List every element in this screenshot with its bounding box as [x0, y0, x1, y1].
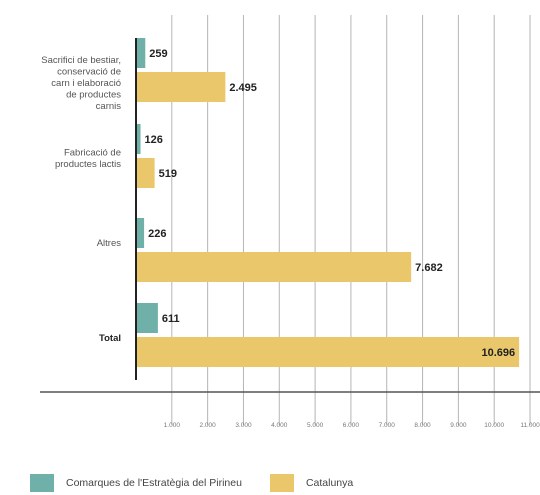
bar: [136, 252, 412, 282]
bar: [136, 124, 141, 154]
category-label: Altres: [97, 238, 122, 249]
legend-swatch-pirineu: [30, 474, 54, 492]
data-label: 519: [159, 168, 177, 180]
legend-item-catalunya: Catalunya: [269, 474, 354, 492]
data-label: 126: [145, 134, 163, 146]
x-tick-label: 6.000: [343, 422, 360, 429]
legend-swatch-catalunya: [269, 474, 294, 492]
x-tick-label: 1.000: [164, 422, 181, 429]
x-tick-label: 10.000: [484, 422, 504, 429]
x-tick-label: 7.000: [379, 422, 396, 429]
x-tick-label: 11.000: [520, 422, 540, 429]
category-label: de productes: [66, 90, 121, 101]
x-tick-label: 5.000: [307, 422, 324, 429]
data-label: 226: [148, 228, 166, 240]
category-label: Total: [99, 333, 121, 344]
legend: Comarques de l'Estratègia del Pirineu Ca…: [30, 474, 381, 492]
bar: [136, 218, 145, 248]
bar: [136, 158, 155, 188]
bar: [136, 337, 520, 367]
data-label: 10.696: [481, 347, 515, 359]
x-tick-label: 3.000: [235, 422, 252, 429]
legend-label-pirineu: Comarques de l'Estratègia del Pirineu: [66, 477, 242, 489]
x-tick-label: 9.000: [450, 422, 467, 429]
category-label: Fabricació de: [64, 147, 121, 158]
category-label: carn i elaboració: [51, 78, 121, 89]
category-label: conservació de: [57, 67, 121, 78]
data-label: 259: [149, 48, 167, 60]
x-tick-label: 2.000: [199, 422, 216, 429]
data-label: 2.495: [229, 82, 257, 94]
category-label: carnis: [96, 101, 122, 112]
bar: [136, 38, 146, 68]
legend-label-catalunya: Catalunya: [305, 477, 354, 489]
data-label: 7.682: [415, 262, 443, 274]
bar: [136, 72, 226, 102]
bar: [136, 303, 158, 333]
x-tick-label: 8.000: [414, 422, 431, 429]
x-tick-label: 4.000: [271, 422, 288, 429]
data-label: 611: [162, 313, 180, 325]
legend-item-pirineu: Comarques de l'Estratègia del Pirineu: [30, 474, 242, 492]
category-label: productes lactis: [55, 159, 121, 170]
category-label: Sacrifici de bestiar,: [41, 55, 121, 66]
